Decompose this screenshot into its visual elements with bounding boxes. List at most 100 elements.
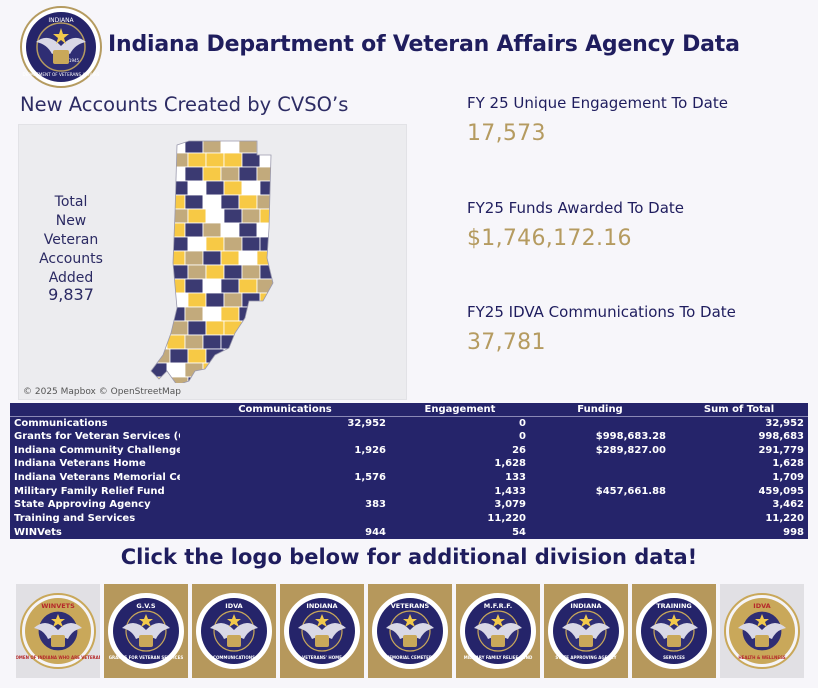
county-shape[interactable] xyxy=(151,348,171,364)
county-shape[interactable] xyxy=(223,236,243,252)
county-shape[interactable] xyxy=(223,320,243,336)
county-shape[interactable] xyxy=(241,236,261,252)
memorial-cemetery-logo[interactable]: VETERANS MEMORIAL CEMETERY xyxy=(368,584,452,678)
county-shape[interactable] xyxy=(187,320,207,336)
county-shape[interactable] xyxy=(220,278,240,294)
county-shape[interactable] xyxy=(241,376,261,383)
county-shape[interactable] xyxy=(202,306,222,322)
county-shape[interactable] xyxy=(241,264,261,280)
county-shape[interactable] xyxy=(223,348,243,364)
county-shape[interactable] xyxy=(205,236,225,252)
county-shape[interactable] xyxy=(205,348,225,364)
county-shape[interactable] xyxy=(256,306,275,322)
county-shape[interactable] xyxy=(205,292,225,308)
county-shape[interactable] xyxy=(184,278,204,294)
table-row[interactable]: Indiana Community Challenge 1,926 26 $289,8… xyxy=(10,443,808,457)
county-shape[interactable] xyxy=(169,152,189,168)
county-shape[interactable] xyxy=(184,334,204,350)
county-shape[interactable] xyxy=(202,334,222,350)
county-shape[interactable] xyxy=(149,166,168,182)
county-shape[interactable] xyxy=(241,348,261,364)
county-shape[interactable] xyxy=(202,278,222,294)
county-shape[interactable] xyxy=(151,208,171,224)
county-shape[interactable] xyxy=(205,320,225,336)
table-row[interactable]: Military Family Relief Fund 1,433 $457,661… xyxy=(10,484,808,498)
county-shape[interactable] xyxy=(238,306,258,322)
county-shape[interactable] xyxy=(187,180,207,196)
county-shape[interactable] xyxy=(169,292,189,308)
county-shape[interactable] xyxy=(149,222,168,238)
training-services-logo[interactable]: TRAINING SERVICES xyxy=(632,584,716,678)
county-shape[interactable] xyxy=(259,348,278,364)
table-row[interactable]: Communications 32,952 0 32,952 xyxy=(10,416,808,430)
county-shape[interactable] xyxy=(187,236,207,252)
county-shape[interactable] xyxy=(151,180,171,196)
county-shape[interactable] xyxy=(166,278,186,294)
mfrf-logo[interactable]: M.F.R.F. MILITARY FAMILY RELIEF FUND xyxy=(456,584,540,678)
county-shape[interactable] xyxy=(220,362,240,378)
county-shape[interactable] xyxy=(149,278,168,294)
county-shape[interactable] xyxy=(238,278,258,294)
county-shape[interactable] xyxy=(238,166,258,182)
county-shape[interactable] xyxy=(223,264,243,280)
county-shape[interactable] xyxy=(205,264,225,280)
county-shape[interactable] xyxy=(169,180,189,196)
table-row[interactable]: Grants for Veteran Services (GVS) 0 $998,6… xyxy=(10,430,808,444)
county-shape[interactable] xyxy=(169,376,189,383)
county-shape[interactable] xyxy=(149,334,168,350)
idva-communications-logo[interactable]: IDVA COMMUNICATIONS xyxy=(192,584,276,678)
county-shape[interactable] xyxy=(205,152,225,168)
county-shape[interactable] xyxy=(166,250,186,266)
county-shape[interactable] xyxy=(149,250,168,266)
county-shape[interactable] xyxy=(241,292,261,308)
winvets-logo[interactable]: WINVETS WOMEN OF INDIANA WHO ARE VETERANS xyxy=(16,584,100,678)
county-shape[interactable] xyxy=(169,208,189,224)
table-row[interactable]: WINVets 944 54 998 xyxy=(10,526,808,540)
county-shape[interactable] xyxy=(187,152,207,168)
county-shape[interactable] xyxy=(166,306,186,322)
county-shape[interactable] xyxy=(187,208,207,224)
county-shape[interactable] xyxy=(187,264,207,280)
county-shape[interactable] xyxy=(202,194,222,210)
county-shape[interactable] xyxy=(169,348,189,364)
county-shape[interactable] xyxy=(220,166,240,182)
county-shape[interactable] xyxy=(256,334,275,350)
county-shape[interactable] xyxy=(220,194,240,210)
county-shape[interactable] xyxy=(202,222,222,238)
county-shape[interactable] xyxy=(223,152,243,168)
county-shape[interactable] xyxy=(151,320,171,336)
county-shape[interactable] xyxy=(220,334,240,350)
county-shape[interactable] xyxy=(202,250,222,266)
gvs-logo[interactable]: G.V.S GRANTS FOR VETERAN SERVICES xyxy=(104,584,188,678)
health-wellness-logo[interactable]: IDVA HEALTH & WELLNESS xyxy=(720,584,804,678)
state-approving-agency-logo[interactable]: INDIANA STATE APPROVING AGENCY xyxy=(544,584,628,678)
table-row[interactable]: Indiana Veterans Home 1,628 1,628 xyxy=(10,457,808,471)
county-shape[interactable] xyxy=(223,376,243,383)
county-shape[interactable] xyxy=(166,222,186,238)
veterans-home-logo[interactable]: INDIANA VETERANS' HOME xyxy=(280,584,364,678)
county-shape[interactable] xyxy=(187,348,207,364)
county-shape[interactable] xyxy=(220,250,240,266)
county-shape[interactable] xyxy=(184,222,204,238)
county-shape[interactable] xyxy=(238,362,258,378)
county-shape[interactable] xyxy=(223,208,243,224)
county-shape[interactable] xyxy=(256,362,275,378)
county-shape[interactable] xyxy=(256,194,275,210)
table-row[interactable]: Indiana Veterans Memorial Cemetary 1,576 1… xyxy=(10,471,808,485)
county-shape[interactable] xyxy=(205,208,225,224)
county-shape[interactable] xyxy=(205,376,225,383)
county-shape[interactable] xyxy=(202,362,222,378)
county-shape[interactable] xyxy=(166,139,186,154)
county-shape[interactable] xyxy=(223,292,243,308)
county-shape[interactable] xyxy=(241,180,261,196)
county-shape[interactable] xyxy=(220,222,240,238)
county-shape[interactable] xyxy=(184,306,204,322)
county-shape[interactable] xyxy=(256,166,275,182)
county-shape[interactable] xyxy=(238,250,258,266)
county-shape[interactable] xyxy=(202,166,222,182)
county-shape[interactable] xyxy=(241,208,261,224)
table-row[interactable]: State Approving Agency 383 3,079 3,462 xyxy=(10,498,808,512)
county-shape[interactable] xyxy=(169,320,189,336)
county-shape[interactable] xyxy=(149,306,168,322)
county-shape[interactable] xyxy=(205,180,225,196)
